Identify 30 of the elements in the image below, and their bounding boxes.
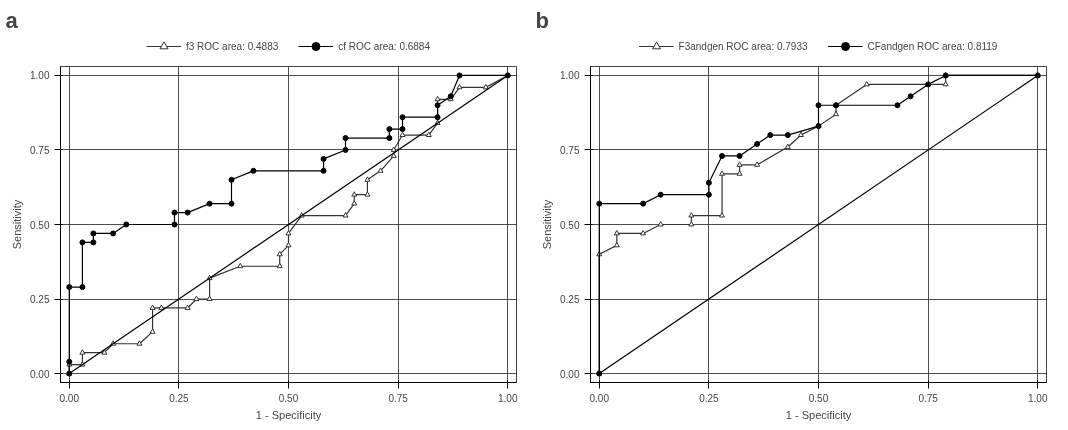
chart-title: a [5, 7, 19, 33]
x-tick-label: 0.75 [918, 392, 939, 404]
x-tick-label: 0.25 [699, 392, 720, 404]
x-tick-label: 0.00 [59, 392, 80, 404]
y-tick-label: 0.25 [30, 294, 50, 306]
x-tick-label: 1.00 [1028, 392, 1048, 404]
x-tick-label: 0.50 [278, 392, 299, 404]
y-tick-label: 0.00 [30, 368, 50, 380]
legend-label: CFandgen ROC area: 0.8119 [867, 40, 998, 52]
y-tick-label: 0.50 [560, 219, 580, 231]
x-tick-label: 1.00 [498, 392, 518, 404]
y-tick-label: 1.00 [30, 70, 50, 82]
chart-title: b [535, 7, 549, 33]
legend-label: cf ROC area: 0.6884 [338, 40, 430, 52]
y-tick-label: 1.00 [560, 70, 580, 82]
y-tick-label: 0.50 [30, 219, 50, 231]
y-axis-title: Sensitivity [541, 199, 554, 250]
x-tick-label: 0.25 [169, 392, 190, 404]
x-tick-label: 0.00 [589, 392, 610, 404]
x-tick-label: 0.50 [808, 392, 829, 404]
legend-label: f3 ROC area: 0.4883 [186, 40, 279, 52]
y-tick-label: 0.00 [560, 368, 580, 380]
y-axis-title: Sensitivity [11, 199, 24, 250]
x-tick-label: 0.75 [388, 392, 409, 404]
x-axis-title: 1 - Specificity [785, 408, 852, 421]
y-tick-label: 0.75 [30, 144, 50, 156]
y-tick-label: 0.25 [560, 294, 580, 306]
legend-label: F3andgen ROC area: 0.7933 [678, 40, 808, 52]
x-axis-title: 1 - Specificity [255, 408, 322, 421]
y-tick-label: 0.75 [560, 144, 580, 156]
